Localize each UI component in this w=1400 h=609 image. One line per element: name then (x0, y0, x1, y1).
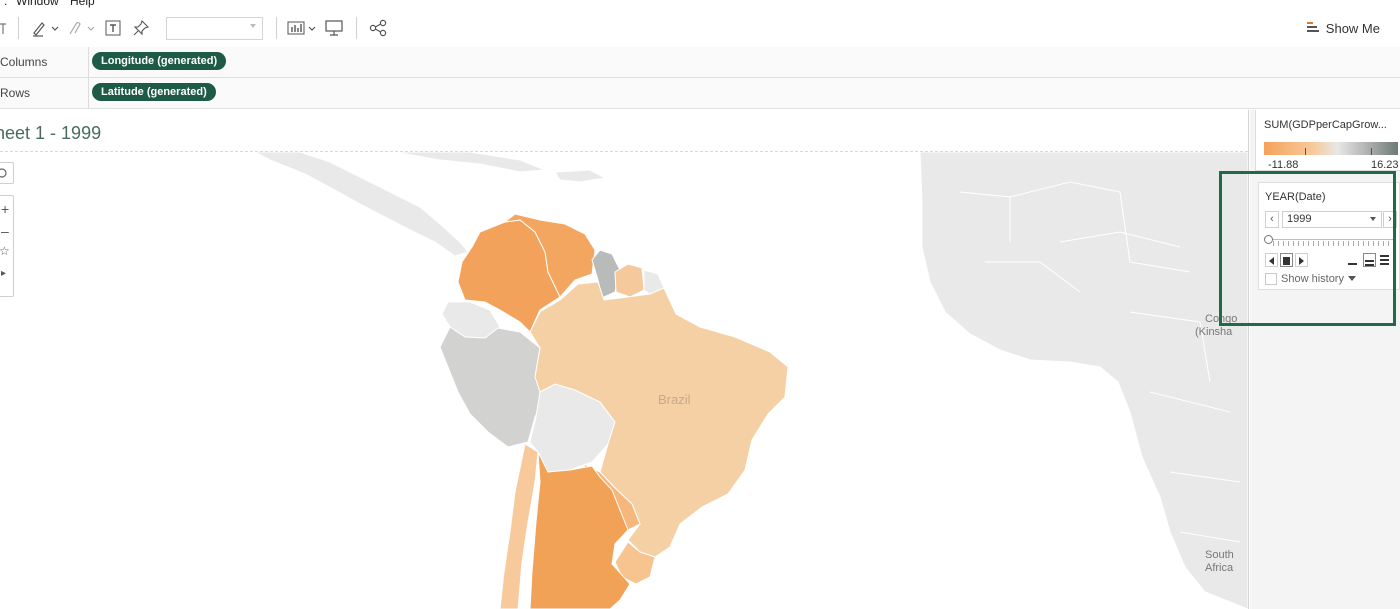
legend-min-value: -11.88 (1268, 159, 1299, 171)
previous-year-button[interactable]: ‹ (1265, 211, 1279, 228)
columns-shelf-label: Columns (0, 55, 48, 69)
menu-bar: : Window Help (0, 0, 1400, 9)
south-africa-label-line2: Africa (1205, 562, 1234, 574)
year-slider-track[interactable] (1269, 239, 1395, 240)
chevron-down-icon (1370, 217, 1376, 221)
pin-icon[interactable] (132, 17, 150, 39)
speed-medium-button[interactable] (1363, 253, 1376, 267)
south-africa-label-line1: South (1205, 549, 1234, 561)
highlight-pen-icon[interactable] (30, 17, 60, 39)
central-america-region (254, 152, 469, 257)
menu-item-help[interactable]: Help (70, 0, 95, 8)
text-tool-icon[interactable] (104, 17, 122, 39)
stop-button[interactable] (1280, 253, 1293, 267)
zoom-out-icon[interactable]: – (1, 223, 9, 239)
suriname-region (614, 263, 645, 298)
play-forward-button[interactable] (1295, 253, 1308, 267)
africa-region (919, 152, 1248, 609)
legend-title: SUM(GDPperCapGrow... (1264, 119, 1387, 131)
pin-map-icon[interactable]: ☆ (0, 244, 10, 258)
peru-region (439, 326, 546, 448)
cuba-region (394, 152, 546, 173)
year-slider-ticks (1273, 241, 1395, 246)
pages-card-title: YEAR(Date) (1265, 191, 1326, 203)
brazil-region (529, 281, 789, 558)
menu-item-window[interactable]: Window (16, 0, 59, 8)
show-labels-chart-icon[interactable] (287, 17, 317, 39)
hispaniola-region (554, 169, 607, 183)
pages-card: YEAR(Date) ‹ 1999 › Show history (1258, 182, 1400, 290)
fit-dropdown[interactable] (166, 17, 263, 40)
year-select-value: 1999 (1287, 213, 1312, 225)
uruguay-region (614, 541, 656, 585)
map-tool-expand-icon[interactable]: ▸ (1, 268, 7, 279)
longitude-pill[interactable]: Longitude (generated) (92, 52, 227, 70)
caret-down-icon (1347, 276, 1356, 281)
congo-label-line1: Congo (1205, 313, 1237, 325)
congo-label-line2: (Kinsha (1195, 326, 1233, 338)
format-icon[interactable] (0, 17, 8, 39)
venezuela-region (503, 213, 596, 298)
legend-color-ramp (1264, 142, 1398, 155)
map-search-button[interactable] (0, 162, 14, 184)
play-backward-button[interactable] (1265, 253, 1278, 267)
show-me-button[interactable]: Show Me (1306, 18, 1380, 38)
columns-shelf[interactable]: Columns Longitude (generated) (0, 47, 1400, 78)
color-legend[interactable]: SUM(GDPperCapGrow... -11.88 16.23 (1255, 110, 1400, 171)
attach-icon[interactable] (64, 17, 96, 39)
menu-item-edit-fragment[interactable]: : (4, 0, 8, 8)
speed-slow-button[interactable] (1347, 253, 1358, 265)
sheet-title: heet 1 - 1999 (0, 123, 102, 143)
rows-shelf-label: Rows (0, 86, 31, 100)
map-canvas[interactable]: Brazil Congo (Kinsha South Africa (0, 152, 1248, 609)
legend-max-value: 16.23 (1371, 159, 1399, 171)
show-history-toggle[interactable]: Show history (1265, 273, 1356, 285)
africa-borders (959, 181, 1241, 543)
show-history-label: Show history (1281, 273, 1344, 285)
show-me-icon (1306, 20, 1320, 37)
year-select[interactable]: 1999 (1282, 211, 1382, 228)
speed-fast-button[interactable] (1379, 253, 1390, 265)
rows-shelf[interactable]: Rows Latitude (generated) (0, 78, 1400, 109)
map-toolbar: + – ☆ ▸ (0, 195, 14, 297)
brazil-label: Brazil (658, 392, 691, 407)
zoom-in-icon[interactable]: + (1, 201, 10, 217)
sheet-view: heet 1 - 1999 Brazi (0, 110, 1249, 609)
share-icon[interactable] (368, 17, 388, 39)
show-me-label: Show Me (1325, 20, 1380, 36)
year-slider-thumb[interactable] (1264, 235, 1273, 244)
toolbar: Show Me (0, 9, 1400, 48)
argentina-region (529, 451, 631, 609)
show-history-checkbox[interactable] (1265, 273, 1277, 285)
presentation-mode-icon[interactable] (324, 17, 344, 39)
next-year-button[interactable]: › (1383, 211, 1397, 228)
chile-region (499, 443, 539, 609)
latitude-pill[interactable]: Latitude (generated) (92, 83, 216, 101)
right-panel: SUM(GDPperCapGrow... -11.88 16.23 YEAR(D… (1250, 110, 1400, 609)
